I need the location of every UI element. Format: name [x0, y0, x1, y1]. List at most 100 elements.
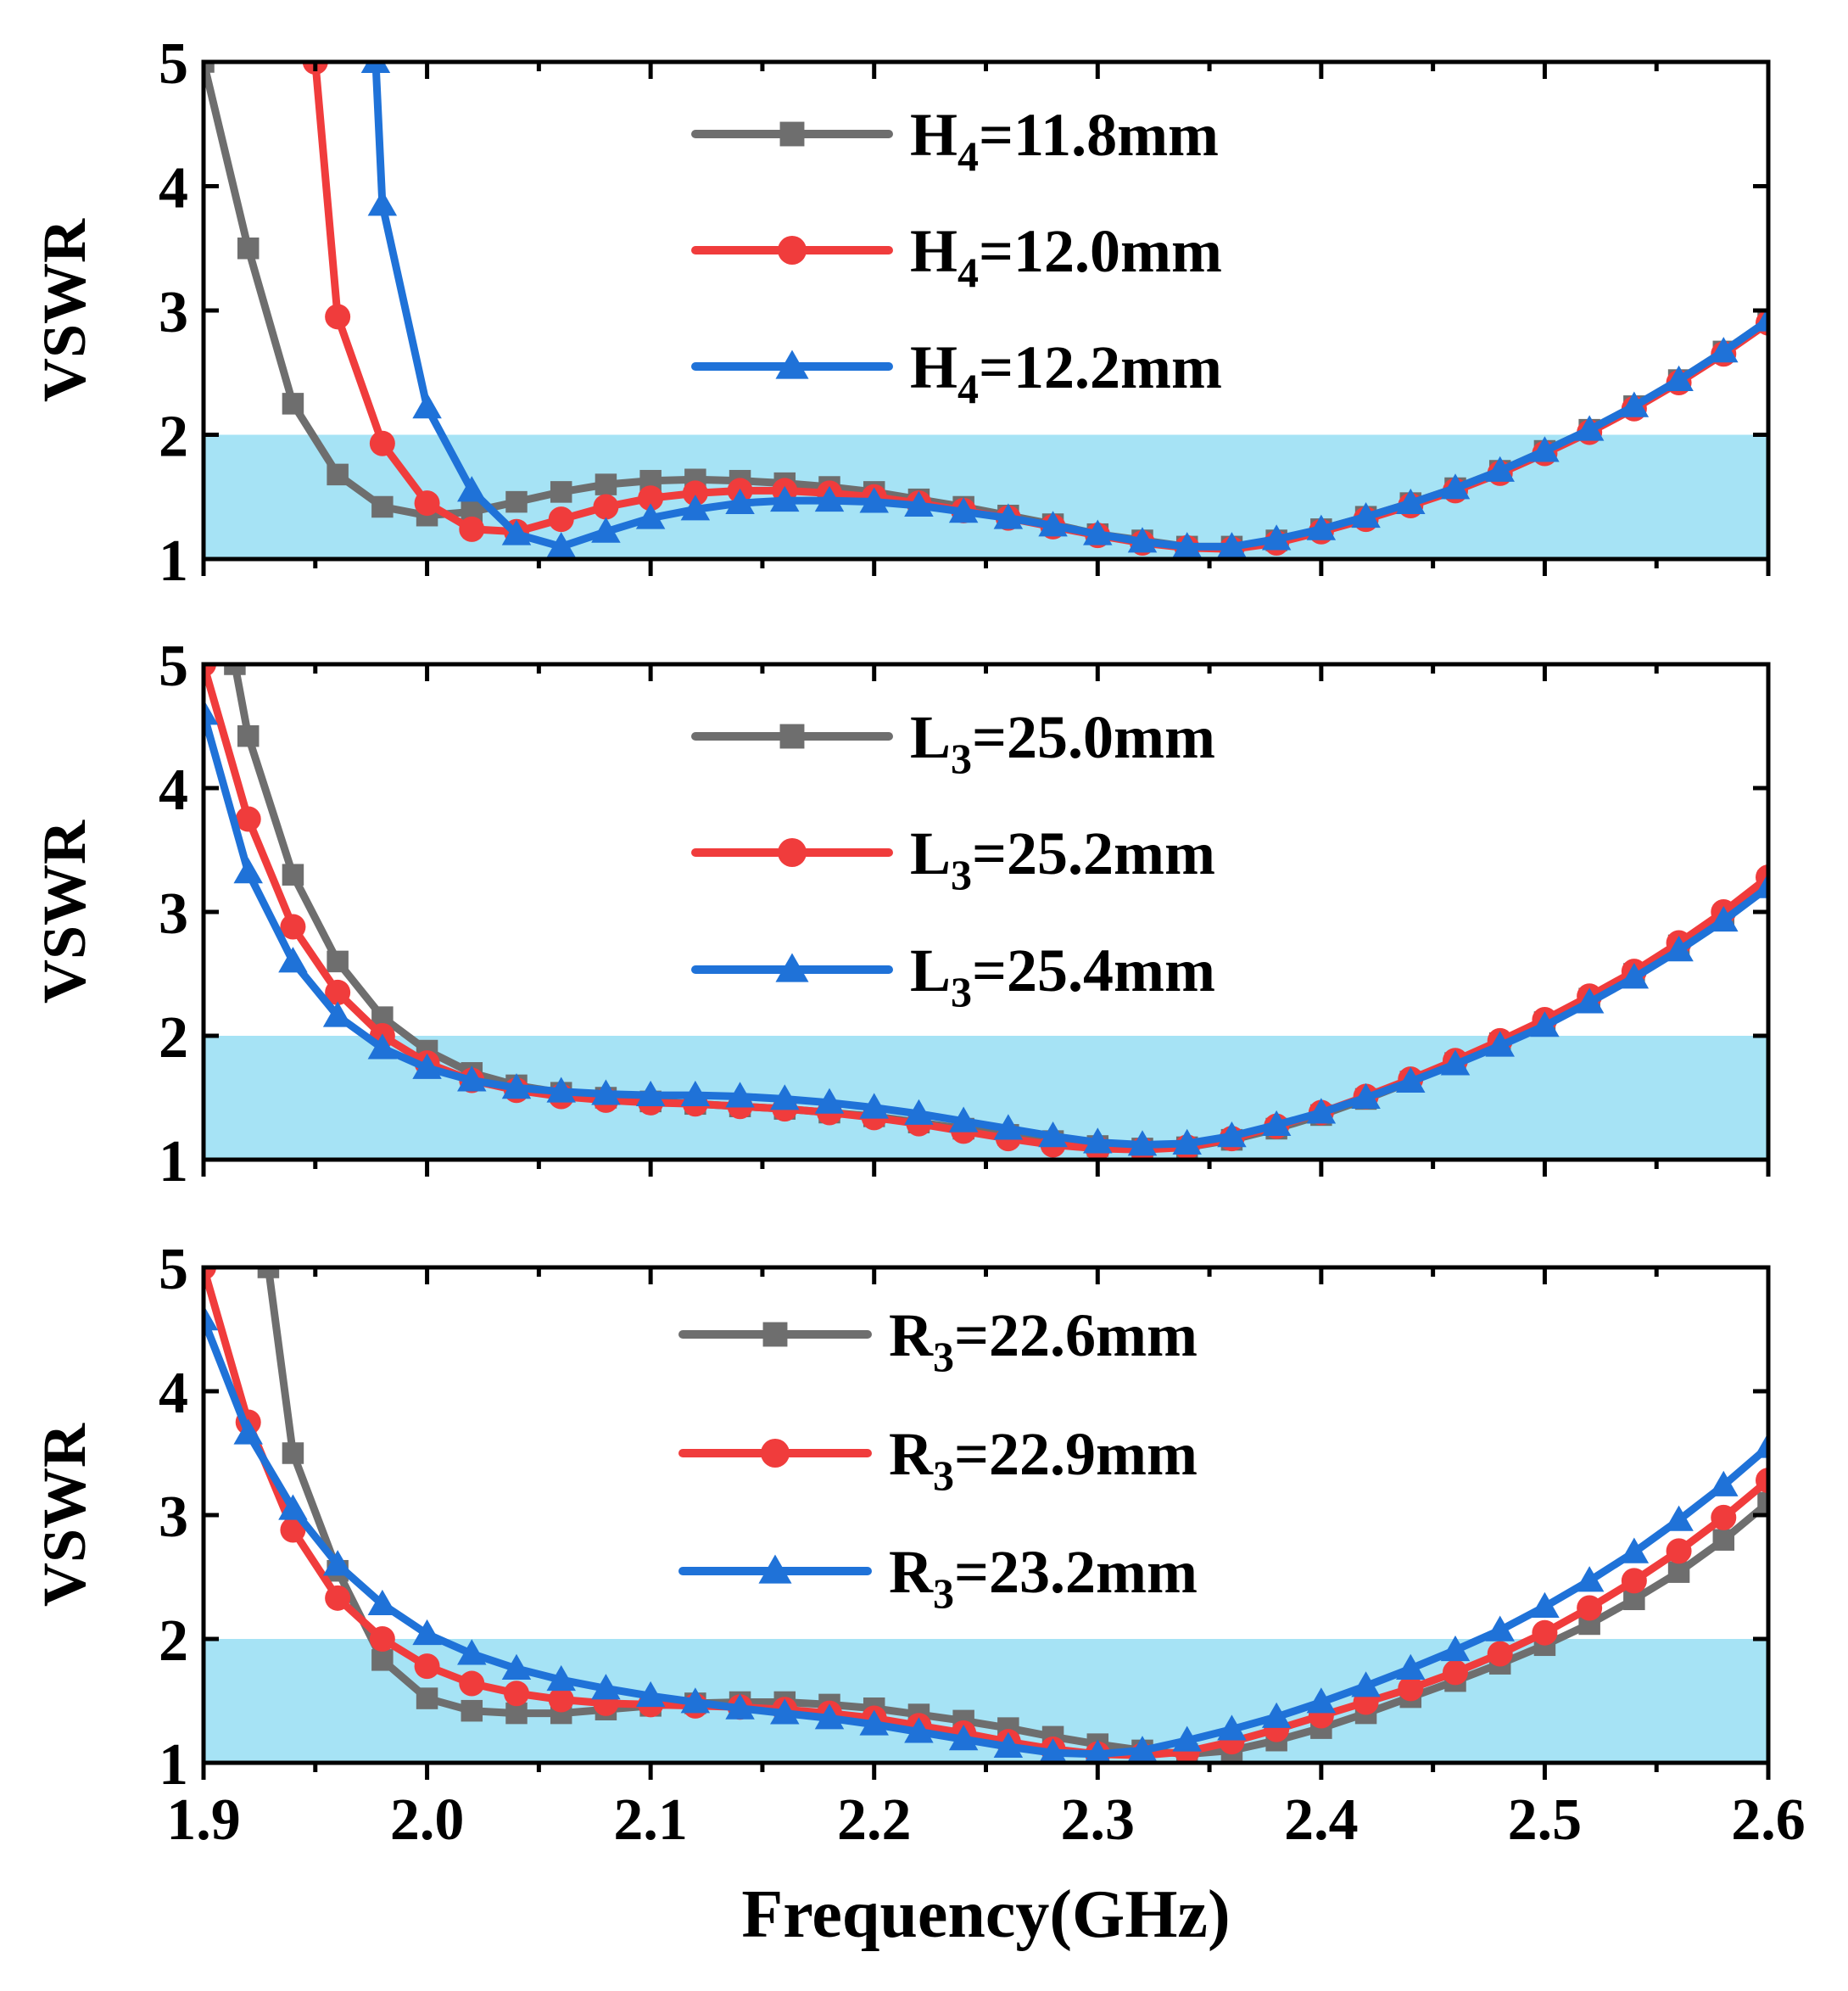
y-axis-label: VSWR	[31, 218, 98, 402]
data-point-square	[416, 1687, 438, 1709]
data-point-triangle	[635, 1080, 666, 1107]
legend-label-subscript: 4	[957, 249, 979, 296]
data-point-triangle	[1709, 905, 1739, 932]
x-tick-label: 2.0	[390, 1787, 465, 1853]
data-point-triangle	[1127, 1130, 1158, 1156]
legend-label: H4=12.0mm	[910, 217, 1222, 296]
data-point-triangle	[1038, 1121, 1068, 1148]
data-point-triangle	[367, 1033, 398, 1060]
data-point-triangle	[278, 1494, 308, 1520]
legend-label-rest: =25.0mm	[972, 703, 1215, 771]
legend-marker-square	[762, 1322, 788, 1347]
y-tick-label: 5	[159, 31, 188, 97]
y-tick-label: 3	[159, 881, 188, 947]
x-axis-label: Frequency(GHz)	[741, 1877, 1230, 1952]
data-point-triangle	[1306, 514, 1337, 540]
data-point-triangle	[501, 519, 532, 545]
data-point-triangle	[993, 503, 1024, 529]
data-point-triangle	[1619, 391, 1650, 417]
data-point-triangle	[680, 495, 711, 521]
data-point-triangle	[1574, 415, 1605, 441]
legend-label-rest: =25.4mm	[972, 937, 1215, 1004]
data-point-square	[505, 490, 528, 513]
data-point-square	[204, 62, 215, 73]
data-point-triangle	[1217, 532, 1247, 558]
data-point-triangle	[457, 1639, 487, 1665]
data-point-circle	[1621, 1568, 1647, 1594]
data-point-triangle	[1396, 1653, 1426, 1680]
data-point-triangle	[1574, 1566, 1605, 1592]
legend-marker-square	[779, 724, 805, 749]
legend-label-main: L	[910, 819, 951, 887]
x-tick-label: 2.1	[613, 1787, 688, 1853]
data-point-triangle	[1172, 1128, 1202, 1155]
data-point-triangle	[993, 1114, 1024, 1140]
data-point-triangle	[322, 1001, 353, 1027]
data-point-triangle	[1127, 1736, 1158, 1762]
data-point-circle	[1577, 1595, 1603, 1621]
data-point-circle	[325, 304, 351, 330]
data-point-triangle	[814, 1088, 845, 1114]
data-point-square	[371, 495, 394, 518]
x-tick-label: 2.4	[1284, 1787, 1359, 1853]
x-tick-label: 2.3	[1061, 1787, 1136, 1853]
y-tick-label: 5	[159, 634, 188, 699]
data-point-circle	[1487, 1641, 1513, 1667]
data-point-square	[282, 1442, 304, 1464]
data-point-triangle	[725, 1082, 755, 1108]
data-point-triangle	[367, 190, 398, 216]
data-point-triangle	[1530, 436, 1560, 462]
data-point-triangle	[1217, 1121, 1247, 1148]
legend-label: H4=11.8mm	[910, 101, 1219, 180]
data-point-triangle	[360, 62, 391, 73]
y-tick-label: 4	[159, 758, 188, 823]
data-point-circle	[280, 914, 306, 940]
legend-label-rest: =12.2mm	[979, 333, 1222, 401]
series-line-3	[204, 1315, 1768, 1759]
data-point-triangle	[1172, 1725, 1202, 1752]
data-point-circle	[548, 506, 574, 533]
data-point-circle	[325, 979, 351, 1005]
legend-label: R3=22.6mm	[889, 1301, 1198, 1380]
data-point-triangle	[1440, 1049, 1471, 1076]
data-point-triangle	[859, 487, 889, 513]
data-point-triangle	[1574, 987, 1605, 1014]
legend-label-main: H	[910, 101, 957, 169]
legend-marker-circle	[778, 838, 807, 867]
data-point-triangle	[1083, 1127, 1113, 1154]
legend-label: R3=23.2mm	[889, 1538, 1198, 1617]
data-point-triangle	[546, 532, 576, 558]
data-point-triangle	[591, 1674, 621, 1700]
legend-label-main: R	[889, 1301, 934, 1369]
data-point-circle	[682, 480, 708, 506]
data-point-triangle	[1261, 1702, 1292, 1728]
legend-label-subscript: 3	[951, 851, 972, 898]
data-point-triangle	[1709, 1470, 1739, 1496]
data-point-triangle	[993, 1731, 1024, 1758]
data-point-triangle	[1485, 456, 1515, 482]
legend-label-subscript: 3	[933, 1569, 954, 1617]
data-point-circle	[1532, 1619, 1558, 1646]
legend-label-rest: =22.6mm	[954, 1301, 1198, 1369]
x-tick-label: 2.2	[837, 1787, 912, 1853]
data-point-triangle	[948, 1106, 979, 1133]
data-point-triangle	[1440, 1635, 1471, 1662]
y-tick-label: 4	[159, 156, 188, 221]
data-point-triangle	[680, 1080, 711, 1107]
data-point-triangle	[725, 1693, 755, 1720]
data-point-triangle	[204, 699, 219, 725]
legend-label-subscript: 3	[933, 1451, 954, 1499]
data-point-triangle	[204, 1305, 219, 1331]
data-point-triangle	[635, 503, 666, 529]
y-tick-label: 1	[159, 529, 188, 594]
y-tick-label: 2	[159, 1005, 188, 1071]
data-point-triangle	[904, 490, 934, 517]
data-point-square	[327, 950, 349, 973]
data-point-triangle	[1351, 501, 1381, 529]
data-point-triangle	[1084, 1739, 1111, 1763]
data-point-triangle	[1083, 519, 1113, 545]
data-point-triangle	[1261, 1110, 1292, 1137]
